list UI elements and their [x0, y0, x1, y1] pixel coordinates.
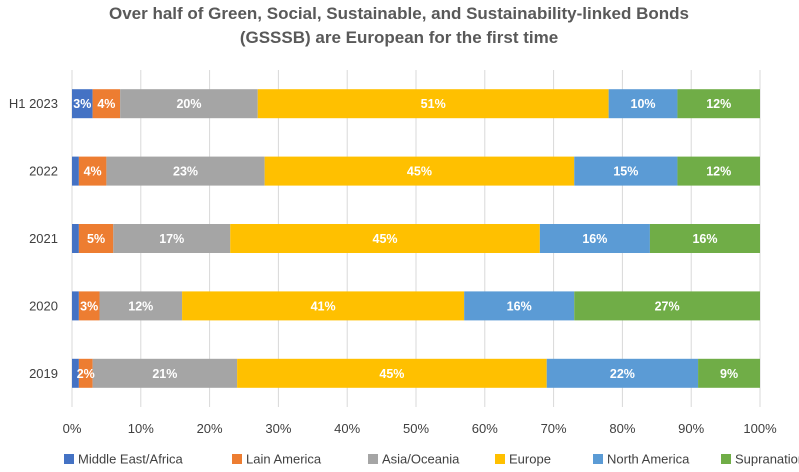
bar-segment [608, 89, 678, 119]
data-label: 12% [706, 97, 731, 111]
legend-label: Europe [509, 452, 551, 467]
bar-segment [78, 291, 100, 321]
data-label: 16% [507, 299, 532, 313]
y-tick-label: 2021 [29, 231, 58, 246]
data-labels: 3% 4% 20% 51% 10% 12% 4% 23% 45% 15% 12% 5% 17% 45% 16… [73, 97, 738, 381]
bar-segment [120, 89, 258, 119]
x-tick-label: 0% [63, 421, 82, 436]
y-tick-label: 2020 [29, 298, 58, 313]
data-label: 2% [77, 367, 95, 381]
x-tick-label: 70% [541, 421, 567, 436]
data-label: 21% [152, 367, 177, 381]
bar-segment [539, 224, 650, 253]
x-tick-label: 90% [678, 421, 704, 436]
data-label: 51% [421, 97, 446, 111]
legend-label: North America [607, 452, 690, 467]
data-label: 15% [613, 165, 638, 179]
legend: Middle East/Africa Lain America Asia/Ocean… [64, 452, 799, 467]
legend-label: Supranational [735, 452, 799, 467]
legend-swatch [721, 454, 731, 464]
legend-label: Lain America [246, 452, 322, 467]
x-tick-label: 100% [743, 421, 777, 436]
bar-segment [677, 89, 760, 119]
chart-title: Over half of Green, Social, Sustainable,… [109, 4, 689, 47]
bar-segment [677, 156, 760, 186]
data-label: 16% [692, 232, 717, 246]
x-tick-label: 20% [197, 421, 223, 436]
legend-swatch [593, 454, 603, 464]
bar-segment [72, 224, 79, 253]
bar-segment [649, 224, 760, 253]
data-label: 9% [720, 367, 738, 381]
x-tick-label: 50% [403, 421, 429, 436]
y-tick-label: H1 2023 [9, 96, 58, 111]
x-tick-label: 60% [472, 421, 498, 436]
bar-segment [78, 358, 93, 388]
bar-segment [92, 358, 238, 388]
legend-swatch [368, 454, 378, 464]
bar-segment [92, 89, 121, 119]
legend-label: Middle East/Africa [78, 452, 184, 467]
bar-segment [72, 291, 79, 321]
y-tick-label: 2019 [29, 366, 58, 381]
bar-segment [574, 156, 678, 186]
y-tick-label: 2022 [29, 164, 58, 179]
axes: 0% 10% 20% 30% 40% 50% 60% 70% 80% 90% 100% H1 2023… [9, 96, 777, 436]
bar-segment [72, 358, 79, 388]
data-label: 22% [610, 367, 635, 381]
legend-swatch [495, 454, 505, 464]
data-label: 45% [407, 165, 432, 179]
x-tick-label: 10% [128, 421, 154, 436]
bar-segment [574, 291, 760, 321]
data-label: 12% [706, 165, 731, 179]
bar-segment [237, 358, 547, 388]
bar-segment [78, 156, 107, 186]
data-label: 45% [373, 232, 398, 246]
x-tick-label: 80% [609, 421, 635, 436]
data-label: 23% [173, 165, 198, 179]
bar-segment [106, 156, 265, 186]
data-label: 20% [176, 97, 201, 111]
data-label: 41% [311, 299, 336, 313]
bar-segment [264, 156, 575, 186]
legend-swatch [64, 454, 74, 464]
data-label: 4% [97, 97, 115, 111]
bar-segment [78, 224, 114, 253]
bar-segment [546, 358, 699, 388]
chart-title-line-1: Over half of Green, Social, Sustainable,… [109, 4, 689, 23]
data-label: 3% [80, 299, 98, 313]
data-label: 27% [655, 299, 680, 313]
data-label: 17% [159, 232, 184, 246]
x-tick-label: 40% [334, 421, 360, 436]
legend-swatch [232, 454, 242, 464]
bar-segment [99, 291, 183, 321]
data-label: 4% [84, 165, 102, 179]
bar-segment [230, 224, 540, 253]
bar-segment [72, 156, 79, 186]
chart-title-line-2: (GSSSB) are European for the first time [240, 28, 558, 47]
data-label: 45% [379, 367, 404, 381]
bar-segment [72, 89, 93, 119]
data-label: 3% [73, 97, 91, 111]
data-label: 16% [582, 232, 607, 246]
bar-segment [257, 89, 609, 119]
data-label: 12% [128, 299, 153, 313]
x-tick-label: 30% [265, 421, 291, 436]
legend-label: Asia/Oceania [382, 452, 460, 467]
data-label: 10% [631, 97, 656, 111]
bars [72, 89, 760, 388]
bar-segment [182, 291, 465, 321]
bar-segment [464, 291, 575, 321]
bar-segment [698, 358, 760, 388]
bar-segment [113, 224, 231, 253]
data-label: 5% [87, 232, 105, 246]
